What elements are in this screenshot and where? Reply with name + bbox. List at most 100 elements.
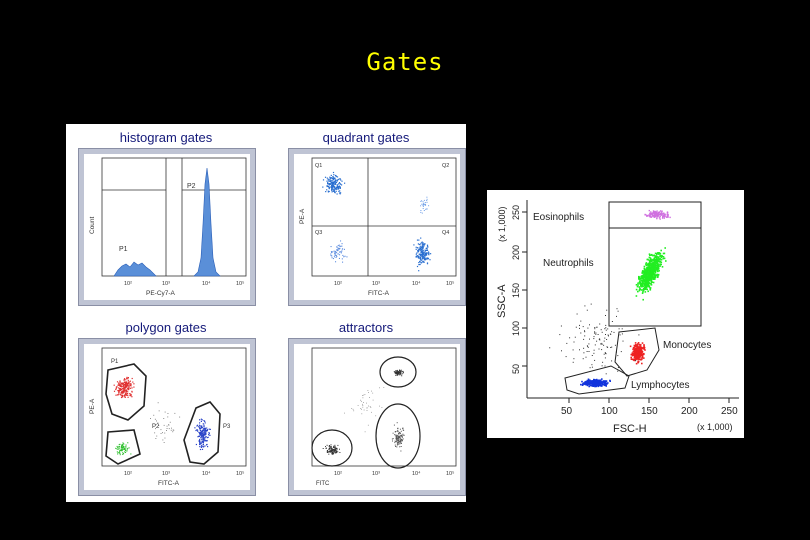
dot <box>395 438 397 440</box>
dot <box>123 383 125 386</box>
dot <box>639 280 641 283</box>
dot <box>424 203 426 205</box>
dot <box>643 286 646 289</box>
dot <box>202 427 204 429</box>
dot <box>396 434 398 436</box>
dot <box>650 259 653 261</box>
tick-x-2: 10³ <box>372 471 380 477</box>
quad-label-q4: Q4 <box>442 230 449 236</box>
dot <box>333 256 335 258</box>
dot <box>163 442 165 443</box>
dot <box>396 372 398 374</box>
dot <box>118 393 120 395</box>
dot <box>339 247 341 249</box>
dot <box>602 380 605 382</box>
dot <box>618 328 620 330</box>
dot <box>164 437 166 439</box>
dot <box>420 237 422 239</box>
dot <box>335 190 337 192</box>
dot <box>605 384 607 386</box>
dot <box>331 187 333 189</box>
dot <box>560 325 562 327</box>
dot <box>332 189 334 191</box>
dot <box>334 187 336 189</box>
dot <box>395 371 397 373</box>
attractors-axes <box>311 347 457 467</box>
dot <box>655 260 658 263</box>
dot <box>200 433 202 436</box>
dot <box>422 201 424 203</box>
dot <box>598 380 600 382</box>
x-axis-label: FITC-A <box>158 480 180 487</box>
dot <box>609 379 611 382</box>
dot <box>391 438 393 440</box>
dot <box>420 254 422 256</box>
dot <box>659 216 661 218</box>
dot <box>366 407 368 409</box>
dot <box>201 431 203 433</box>
dot <box>635 350 637 353</box>
dot <box>419 249 421 251</box>
dot <box>160 433 162 434</box>
dot <box>589 324 590 326</box>
dot <box>650 264 653 267</box>
gate-p3-polygon <box>183 401 221 465</box>
dot <box>607 328 609 330</box>
dot <box>123 387 125 389</box>
dot <box>426 262 429 264</box>
dot <box>339 183 341 185</box>
dot <box>337 245 339 247</box>
dot <box>203 428 205 430</box>
dot <box>131 387 133 389</box>
dot <box>649 278 651 280</box>
dot <box>129 394 131 397</box>
dot <box>400 373 402 374</box>
dot <box>588 343 590 345</box>
dot <box>653 211 655 213</box>
dot <box>397 371 399 373</box>
dot <box>617 367 619 368</box>
dot <box>608 335 609 337</box>
dot <box>334 191 336 193</box>
dot <box>120 388 122 390</box>
dot <box>196 429 198 431</box>
dot <box>400 434 402 436</box>
dot <box>118 448 120 450</box>
dot <box>334 188 336 190</box>
dot <box>601 331 603 333</box>
dot <box>330 255 332 257</box>
dot <box>423 256 425 258</box>
dot <box>652 210 655 212</box>
dot <box>379 387 380 389</box>
dot <box>125 391 127 393</box>
dot <box>646 215 649 217</box>
y-axis-label: SSC-A <box>496 284 508 318</box>
dot <box>202 437 204 439</box>
dot <box>334 192 336 194</box>
dot <box>206 429 208 431</box>
dot <box>343 248 345 250</box>
dot <box>636 285 639 288</box>
dot <box>594 331 596 333</box>
dot <box>652 261 655 264</box>
dot <box>204 428 206 430</box>
dot <box>641 356 644 359</box>
dot <box>666 211 669 213</box>
histogram-axes <box>101 157 247 277</box>
dot <box>652 254 654 257</box>
dot <box>201 440 203 443</box>
dot <box>332 176 334 178</box>
dot <box>426 244 429 246</box>
dot <box>327 185 329 187</box>
dot <box>419 256 421 258</box>
dot <box>420 251 422 253</box>
dot <box>127 394 129 396</box>
dot <box>128 383 130 385</box>
dot <box>620 351 622 353</box>
dot <box>332 453 333 455</box>
dot <box>327 185 329 187</box>
dot <box>128 447 130 449</box>
dot <box>594 327 596 328</box>
dot <box>595 333 597 335</box>
dot <box>643 287 645 290</box>
